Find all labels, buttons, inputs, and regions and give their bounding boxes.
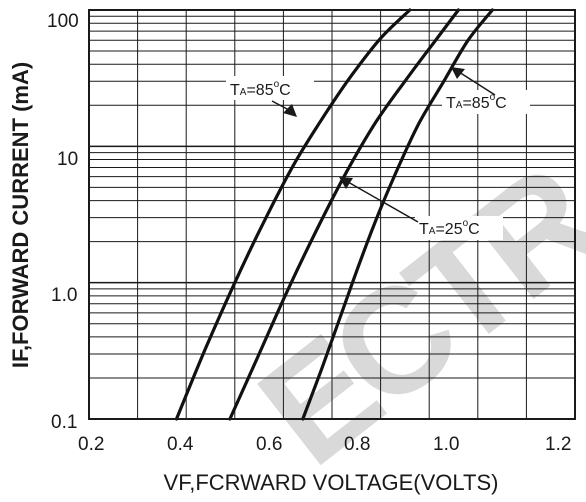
y-tick-label: 100 xyxy=(47,11,79,32)
annotation-ta-85-left: TA=85oC xyxy=(226,76,314,100)
plot-frame xyxy=(88,9,576,420)
svg-text:TA=85oC: TA=85oC xyxy=(230,79,291,99)
annotation-arrow xyxy=(339,177,419,223)
y-tick-label: 1.0 xyxy=(51,285,77,306)
series-layer xyxy=(174,8,494,421)
svg-text:TA=25oC: TA=25oC xyxy=(419,218,480,238)
x-axis-title: VF,FCRWARD VOLTAGE(VOLTS) xyxy=(164,470,499,495)
y-axis-title: IF,FORWARD CURRENT (mA) xyxy=(8,62,33,368)
series-line-3 xyxy=(301,8,494,421)
series-line-1 xyxy=(174,8,412,421)
x-tick-label: 0.8 xyxy=(344,434,370,455)
annotation-ta-25: TA=25oC xyxy=(415,216,503,240)
x-tick-label: 1.0 xyxy=(433,434,459,455)
annotation-ta-85-right: TA=85oC xyxy=(442,90,530,114)
x-tick-label: 0.6 xyxy=(256,434,282,455)
x-tick-label: 1.2 xyxy=(545,434,571,455)
y-tick-label: 0.1 xyxy=(51,412,77,433)
y-tick-label: 10 xyxy=(57,149,78,170)
svg-text:TA=85oC: TA=85oC xyxy=(446,92,507,112)
x-tick-label: 0.2 xyxy=(78,434,104,455)
annotation-arrow xyxy=(271,100,297,117)
x-tick-label: 0.4 xyxy=(167,434,194,455)
series-line-2 xyxy=(228,8,460,421)
annotation-arrow xyxy=(451,67,496,96)
